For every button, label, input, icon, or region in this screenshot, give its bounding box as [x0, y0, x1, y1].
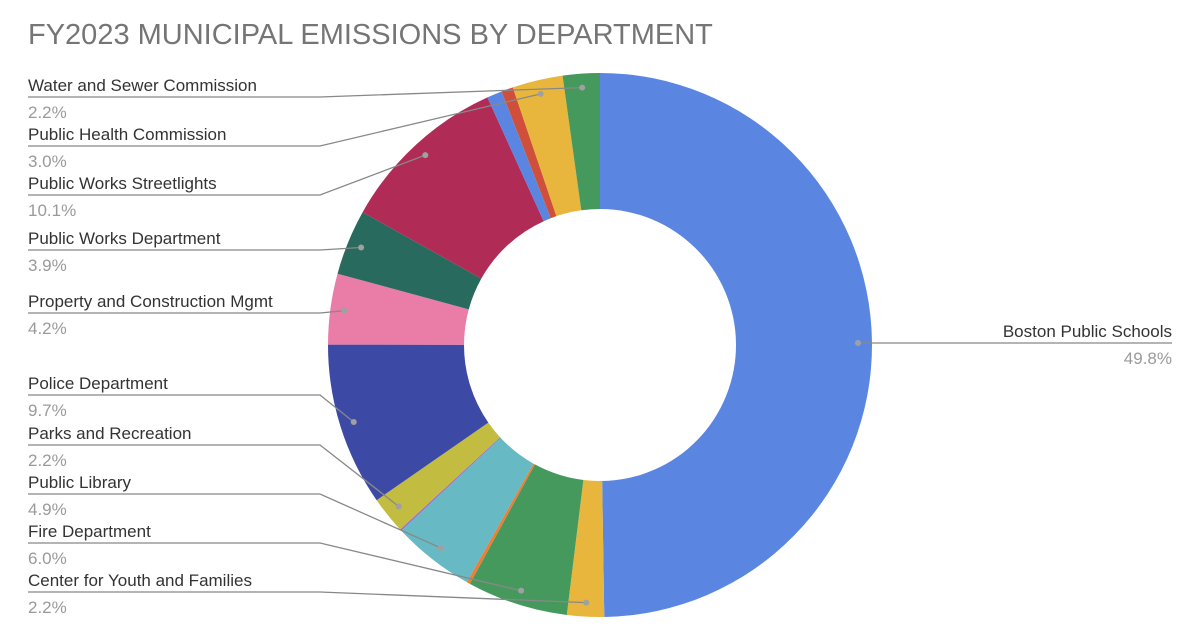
slice-property-and-construction-mgmt[interactable] — [328, 273, 469, 345]
slice-public-works-streetlights[interactable] — [362, 97, 544, 279]
pct-water-and-sewer-commission: 2.2% — [28, 103, 67, 122]
leader-line-public-health-commission — [28, 93, 541, 147]
label-parks-and-recreation: Parks and Recreation — [28, 424, 191, 443]
leader-dot-public-works-streetlights — [422, 152, 429, 159]
leader-dot-public-works-department — [358, 244, 365, 251]
label-center-for-youth-and-families: Center for Youth and Families — [28, 571, 252, 590]
label-public-works-streetlights: Public Works Streetlights — [28, 174, 217, 193]
slice-public-library[interactable] — [401, 437, 534, 583]
label-boston-public-schools: Boston Public Schools — [1003, 322, 1172, 341]
pct-property-and-construction-mgmt: 4.2% — [28, 319, 67, 338]
leader-line-center-for-youth-and-families — [28, 591, 587, 604]
leader-dot-public-health-commission — [537, 90, 544, 97]
leader-dot-police-department — [350, 418, 357, 425]
slice-fire-department[interactable] — [469, 464, 584, 615]
label-fire-department: Fire Department — [28, 522, 151, 541]
pct-parks-and-recreation: 2.2% — [28, 451, 67, 470]
leader-dot-center-for-youth-and-families — [583, 599, 590, 606]
chart-title: FY2023 MUNICIPAL EMISSIONS BY DEPARTMENT — [28, 19, 713, 51]
pct-public-health-commission: 3.0% — [28, 152, 67, 171]
leader-line-public-library — [28, 493, 441, 549]
leader-dot-fire-department — [518, 587, 525, 594]
slice-boston-public-schools[interactable] — [600, 73, 873, 617]
label-water-and-sewer-commission: Water and Sewer Commission — [28, 76, 257, 95]
label-public-library: Public Library — [28, 473, 131, 492]
label-public-health-commission: Public Health Commission — [28, 125, 226, 144]
pct-center-for-youth-and-families: 2.2% — [28, 598, 67, 617]
pct-public-works-streetlights: 10.1% — [28, 201, 76, 220]
leader-line-public-works-streetlights — [28, 154, 426, 196]
slice-public-works-department[interactable] — [337, 212, 482, 310]
leader-dot-parks-and-recreation — [395, 503, 402, 510]
leader-dot-property-and-construction-mgmt — [341, 307, 348, 314]
leader-line-parks-and-recreation — [28, 444, 400, 508]
slice-unlabeled-3[interactable] — [466, 463, 535, 584]
slice-center-for-youth-and-families[interactable] — [566, 479, 605, 617]
leader-line-public-works-department — [28, 246, 362, 251]
slice-unlabeled-11[interactable] — [487, 91, 551, 222]
pct-public-library: 4.9% — [28, 500, 67, 519]
pct-boston-public-schools: 49.8% — [1124, 349, 1172, 368]
slice-police-department[interactable] — [328, 344, 489, 501]
leader-line-property-and-construction-mgmt — [28, 310, 345, 314]
leader-line-police-department — [28, 394, 355, 423]
leader-line-fire-department — [28, 542, 522, 592]
slice-unlabeled-12[interactable] — [501, 87, 557, 219]
pct-public-works-department: 3.9% — [28, 256, 67, 275]
slice-public-health-commission[interactable] — [512, 75, 582, 217]
leader-dot-water-and-sewer-commission — [579, 84, 586, 91]
leader-line-water-and-sewer-commission — [28, 86, 583, 98]
label-property-and-construction-mgmt: Property and Construction Mgmt — [28, 292, 273, 311]
label-public-works-department: Public Works Department — [28, 229, 221, 248]
pct-fire-department: 6.0% — [28, 549, 67, 568]
leader-dot-public-library — [437, 544, 444, 551]
leader-dot-boston-public-schools — [854, 339, 861, 346]
slice-water-and-sewer-commission[interactable] — [562, 73, 600, 211]
pct-police-department: 9.7% — [28, 401, 67, 420]
label-police-department: Police Department — [28, 374, 168, 393]
slice-unlabeled-5[interactable] — [400, 437, 501, 531]
slice-parks-and-recreation[interactable] — [376, 422, 501, 530]
